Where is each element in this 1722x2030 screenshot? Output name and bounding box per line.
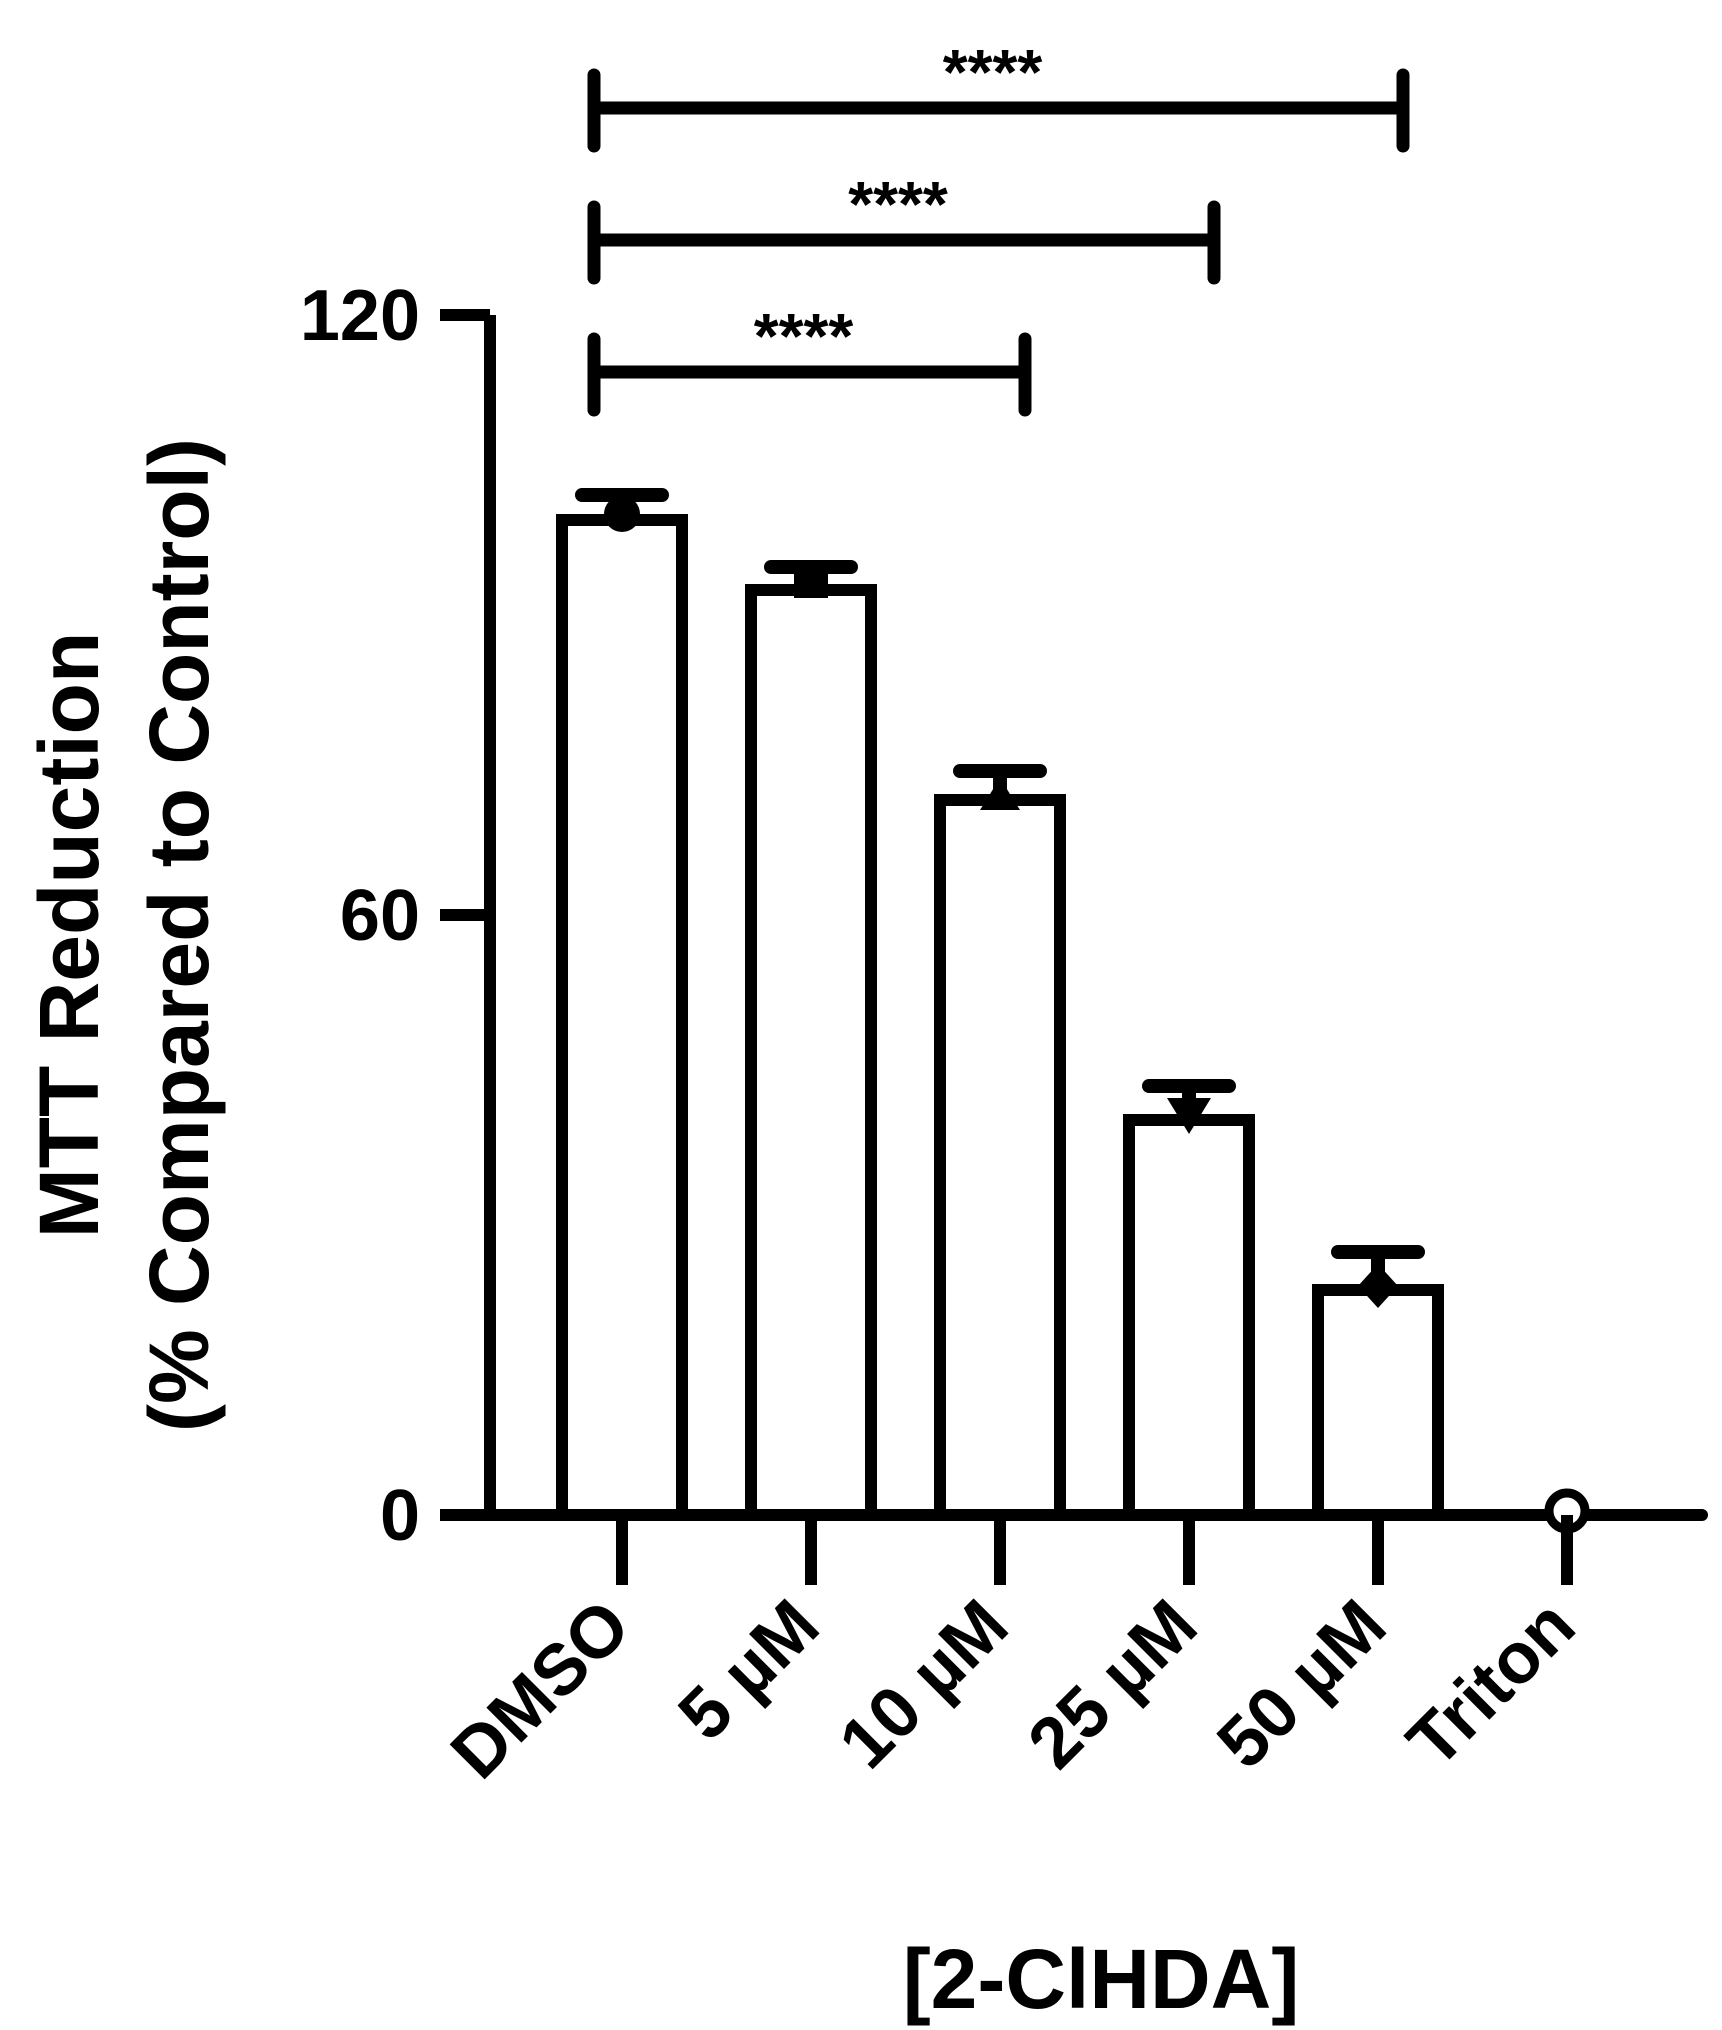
data-point-marker (794, 568, 828, 598)
x-category-label: 5 µM (664, 1585, 835, 1756)
x-axis-title: [2-ClHDA] (903, 1932, 1300, 2026)
bar (745, 584, 877, 1521)
x-category-label: 50 µM (1202, 1585, 1401, 1784)
significance-label: **** (848, 168, 948, 240)
bar (934, 794, 1066, 1521)
data-point-marker (604, 496, 640, 532)
significance-label: **** (754, 300, 854, 372)
x-category-label: 25 µM (1013, 1585, 1212, 1784)
y-tick-label: 60 (340, 876, 420, 956)
y-axis-title-line-1: MTT Reduction (22, 632, 116, 1239)
bar (1312, 1284, 1444, 1521)
x-category-label: DMSO (436, 1585, 645, 1794)
y-axis-title-line-2: (% Compared to Control) (132, 438, 226, 1432)
y-tick-label: 120 (300, 276, 420, 356)
significance-label: **** (943, 36, 1043, 108)
y-tick-label: 0 (380, 1476, 420, 1556)
bar (556, 514, 688, 1521)
y-axis-title: MTT Reduction (% Compared to Control) (22, 438, 226, 1432)
bar (1123, 1114, 1255, 1521)
data-point-marker (980, 778, 1020, 810)
data-point-marker (1167, 1098, 1211, 1134)
x-category-label: Triton (1392, 1585, 1590, 1783)
x-category-label: 10 µM (824, 1585, 1023, 1784)
data-point-marker (1358, 1264, 1398, 1308)
